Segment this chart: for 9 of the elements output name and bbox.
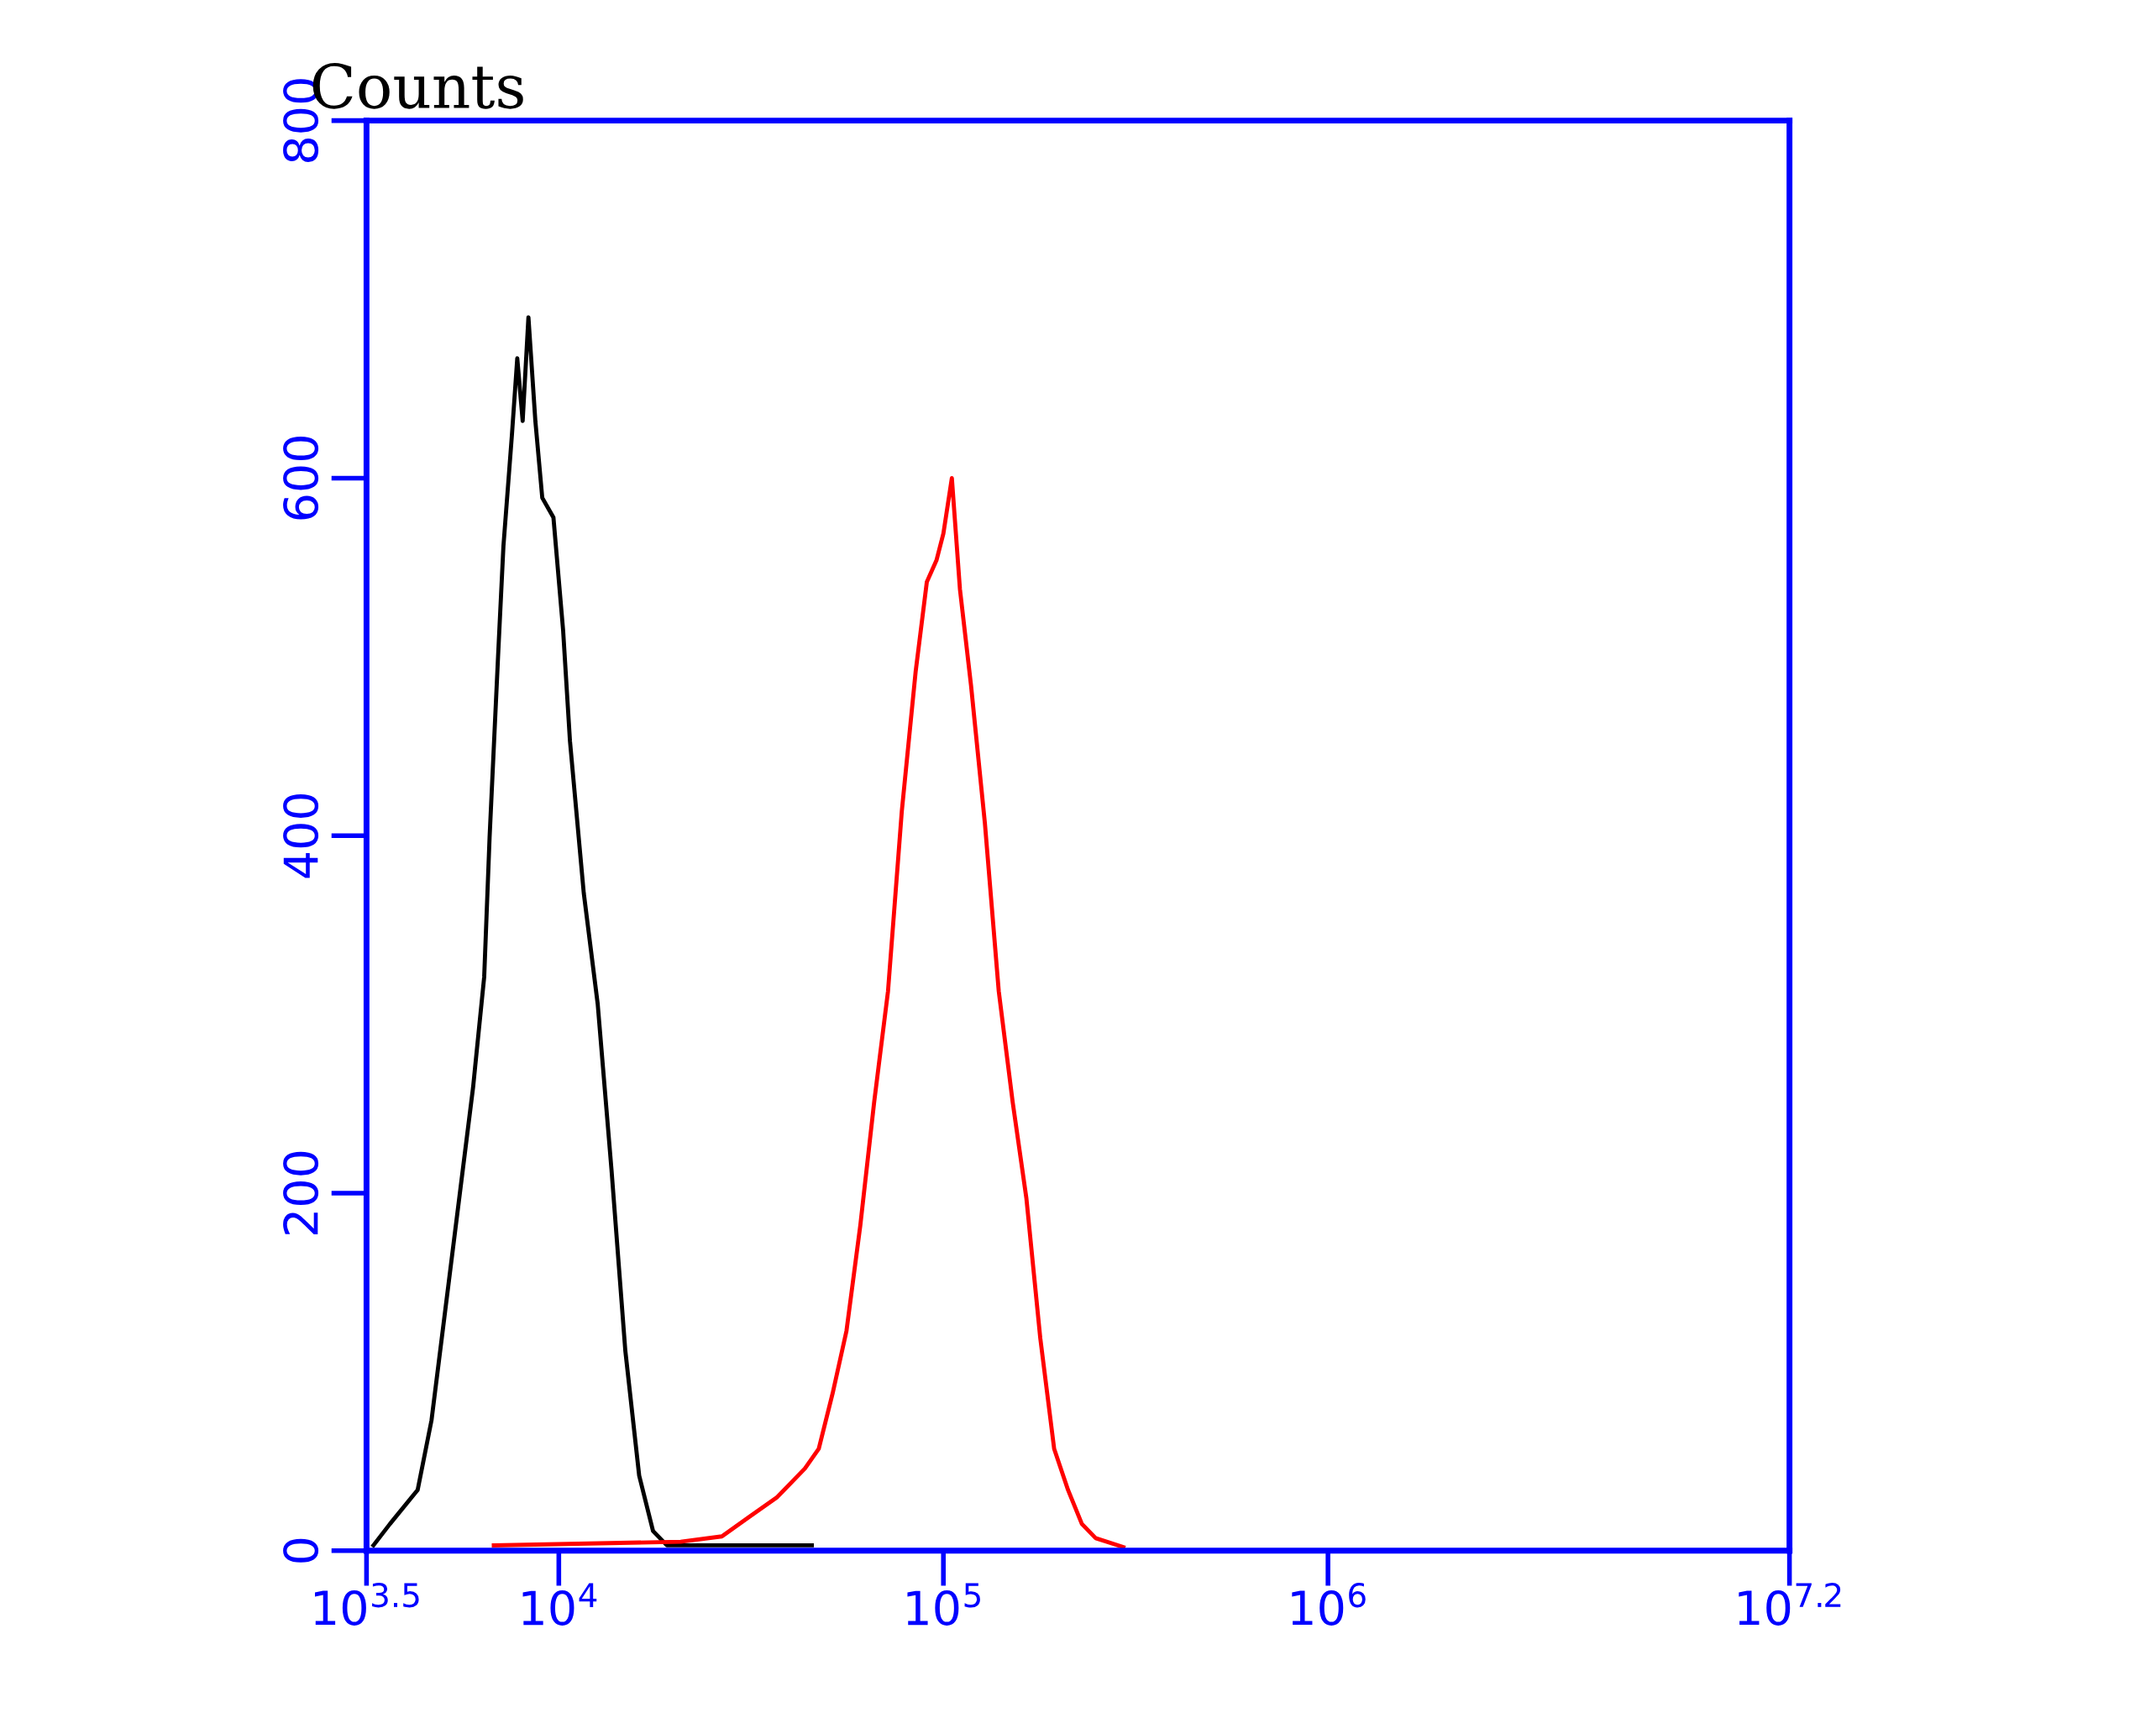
- x-tick-label: 10$^{5}$: [907, 1583, 980, 1626]
- y-tick-label: 600: [283, 437, 319, 520]
- x-tick-label: 10$^{3.5}$: [314, 1582, 419, 1626]
- y-tick-label: 400: [283, 793, 319, 878]
- x-tick-label: 10$^{6}$: [1292, 1582, 1366, 1626]
- y-tick-label: 200: [283, 1151, 319, 1234]
- y-tick-label: 0: [283, 1538, 319, 1563]
- x-tick-label: 10$^{4}$: [522, 1583, 597, 1626]
- x-tick-label: 10$^{7.2}$: [1739, 1582, 1841, 1626]
